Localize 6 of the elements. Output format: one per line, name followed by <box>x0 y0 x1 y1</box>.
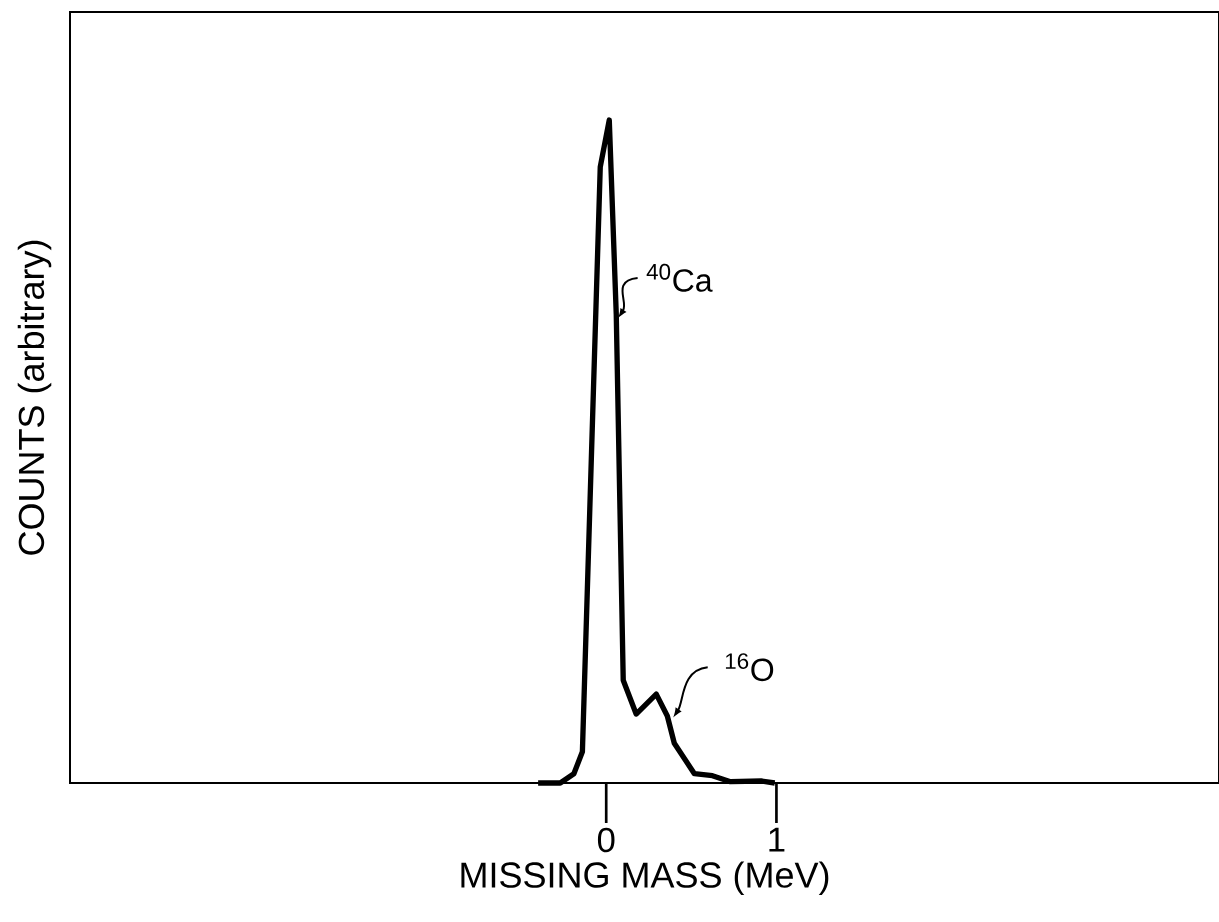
annotation: $^{16}$O <box>725 653 774 682</box>
y-axis-title: COUNTS (arbitrary) <box>17 240 52 555</box>
annotation: $^{40}$Ca <box>646 263 713 292</box>
x-tick-label: 1 <box>769 827 785 852</box>
x-axis-title: MISSING MASS (MeV) <box>461 861 829 895</box>
x-tick-label: 0 <box>597 827 615 853</box>
